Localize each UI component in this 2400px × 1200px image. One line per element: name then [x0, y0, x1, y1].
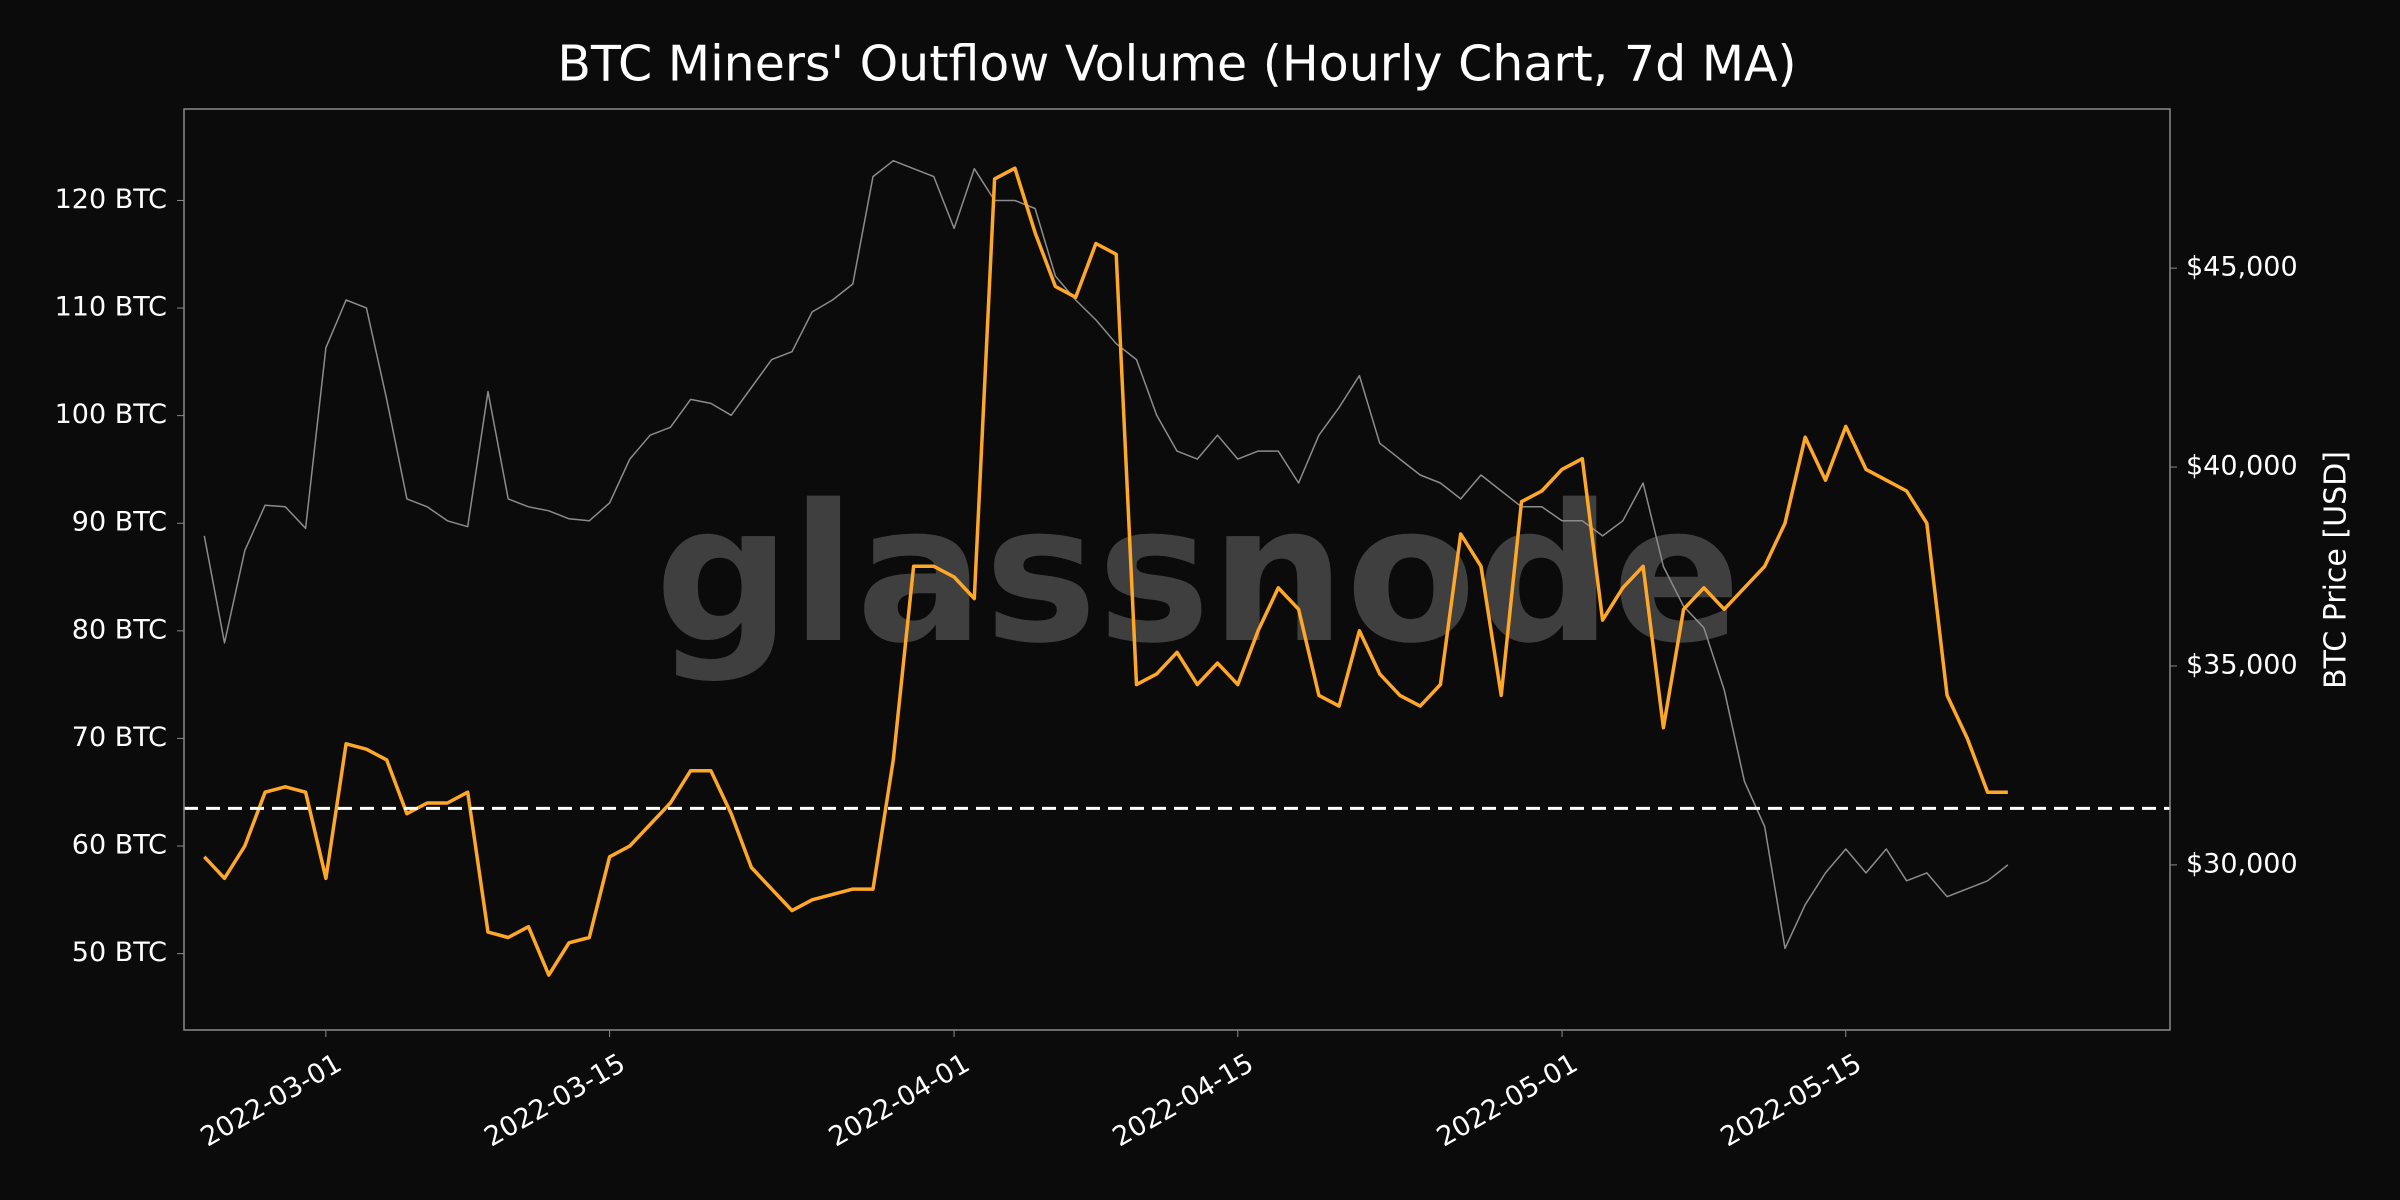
- chart-title: BTC Miners' Outflow Volume (Hourly Chart…: [557, 36, 1796, 93]
- y-tick-label: 120 BTC: [55, 184, 167, 215]
- plot-frame: [183, 108, 2171, 1031]
- watermark: glassnode: [655, 464, 1741, 685]
- outflow-line: [203, 166, 2008, 977]
- y2-tick-label: $40,000: [2186, 451, 2298, 482]
- y-tick-label: 70 BTC: [72, 722, 167, 753]
- y-tick-label: 50 BTC: [72, 937, 167, 968]
- y-tick-label: 110 BTC: [55, 292, 167, 323]
- y-tick-label: 60 BTC: [72, 830, 167, 861]
- y2-tick-label: $30,000: [2186, 848, 2298, 879]
- y-tick-label: 100 BTC: [55, 399, 167, 430]
- y2-axis-label: BTC Price [USD]: [2319, 451, 2354, 689]
- y-tick-label: 80 BTC: [72, 614, 167, 645]
- y2-tick-label: $35,000: [2186, 649, 2298, 680]
- y-tick-label: 90 BTC: [72, 507, 167, 538]
- price-line: [203, 159, 2009, 950]
- y2-tick-label: $45,000: [2186, 252, 2298, 283]
